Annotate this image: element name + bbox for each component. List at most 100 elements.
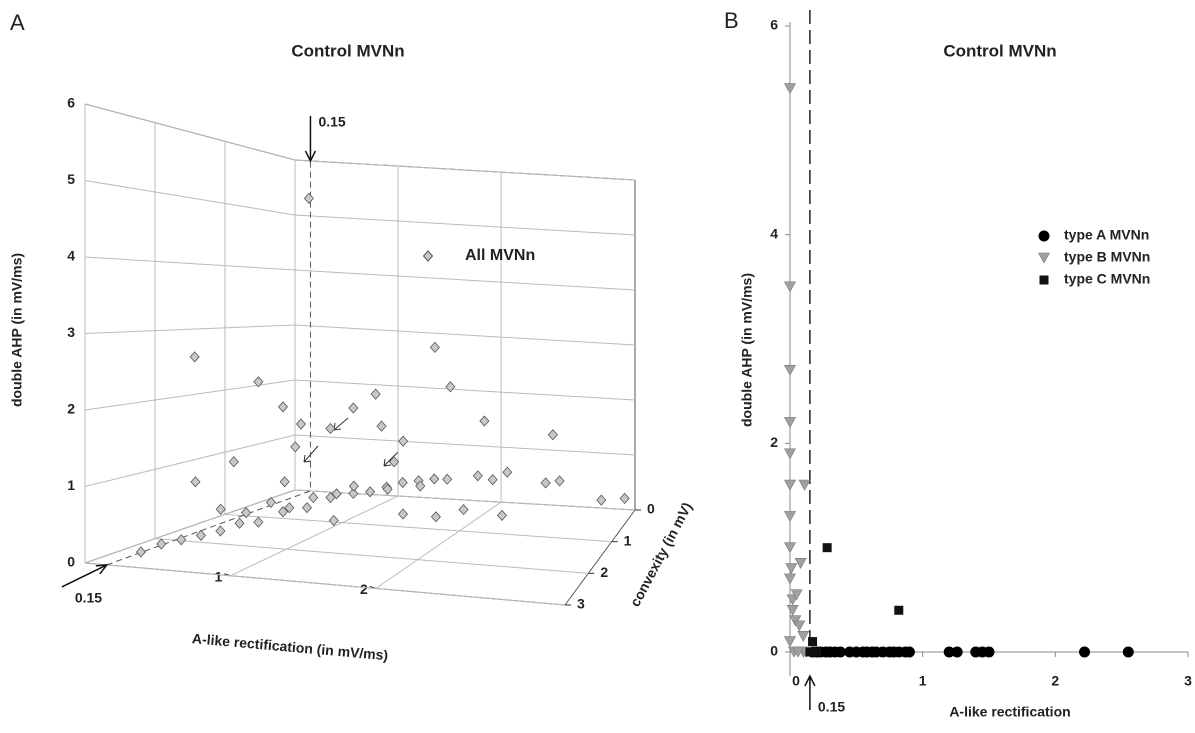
x-tick-label: 2 — [1051, 673, 1059, 689]
z-tick-label: 0 — [67, 554, 75, 570]
threshold-label: 0.15 — [818, 699, 845, 715]
point — [277, 401, 289, 413]
grid-line — [154, 538, 589, 574]
y-tick-label: 0 — [770, 643, 778, 659]
point — [189, 351, 200, 363]
point — [797, 631, 810, 642]
chart-title: Control MVNn — [291, 41, 404, 60]
point — [554, 475, 565, 487]
point — [894, 605, 904, 615]
x-tick-label: 0 — [792, 673, 800, 689]
z-tick-label: 4 — [67, 248, 75, 264]
point — [348, 480, 359, 492]
point — [241, 507, 252, 519]
point — [430, 511, 441, 523]
point — [783, 479, 797, 491]
point — [547, 429, 558, 441]
threshold-arrow — [61, 564, 109, 588]
legend-label: type A MVNn — [1064, 227, 1149, 243]
point — [951, 646, 963, 658]
y-axis-label: double AHP (in mV/ms) — [739, 273, 755, 427]
grid-line — [84, 379, 296, 411]
point — [458, 503, 469, 516]
point — [983, 646, 995, 658]
point — [156, 538, 167, 550]
z-tick-label: 6 — [67, 95, 75, 111]
grid-line — [84, 103, 296, 161]
point — [1079, 646, 1091, 658]
point — [783, 448, 797, 460]
x-tick-label: 3 — [1184, 673, 1192, 689]
point — [479, 415, 490, 427]
x-axis-label: A-like rectification — [949, 704, 1070, 720]
threshold-label: 0.15 — [318, 114, 345, 130]
point — [502, 466, 513, 478]
point — [783, 365, 797, 376]
point — [376, 420, 387, 432]
point — [783, 573, 797, 585]
y-tick-label: 2 — [770, 434, 778, 450]
point — [253, 376, 264, 388]
point — [308, 491, 319, 504]
threshold-arrow — [304, 115, 317, 163]
y-tick-label: 0 — [647, 501, 655, 517]
point — [348, 402, 359, 414]
point — [822, 543, 832, 553]
point — [176, 534, 187, 546]
point — [783, 542, 797, 554]
grid-line — [294, 159, 636, 181]
panel-letter: A — [10, 10, 25, 35]
grid-line — [230, 495, 399, 577]
point — [783, 417, 797, 429]
point — [785, 563, 798, 575]
legend-marker — [1037, 252, 1051, 264]
x-tick-label: 1 — [215, 568, 223, 584]
point — [540, 477, 551, 489]
point — [783, 636, 797, 648]
point — [429, 473, 440, 485]
point — [786, 604, 799, 616]
point — [397, 476, 408, 489]
point — [284, 502, 295, 514]
point — [135, 546, 146, 558]
point — [215, 503, 226, 515]
point — [295, 418, 307, 430]
point — [834, 646, 846, 658]
legend-marker — [422, 250, 434, 262]
point — [783, 511, 797, 522]
point — [487, 474, 498, 486]
point — [370, 388, 381, 400]
legend-label: type B MVNn — [1064, 249, 1150, 265]
point — [472, 470, 483, 482]
z-tick-label: 5 — [67, 171, 75, 187]
z-tick-label: 1 — [67, 477, 75, 493]
threshold-arrow — [804, 674, 816, 710]
point — [790, 589, 803, 601]
point — [301, 502, 313, 514]
z-tick-label: 2 — [67, 401, 75, 417]
point — [429, 341, 440, 353]
x-axis-label: A-like rectification (in mV/ms) — [191, 630, 388, 663]
point — [365, 486, 376, 498]
threshold-line — [106, 160, 311, 566]
grid-line — [294, 434, 636, 456]
grid-line — [224, 513, 612, 543]
point — [348, 487, 359, 500]
chart-title: Control MVNn — [943, 41, 1056, 60]
point — [791, 646, 804, 658]
point — [303, 192, 314, 204]
grid-line — [294, 324, 636, 346]
grid-line — [84, 180, 296, 216]
point — [496, 509, 508, 521]
point — [397, 508, 409, 520]
point — [277, 506, 289, 518]
point — [389, 456, 400, 468]
y-axis-label: convexity (in mV) — [627, 499, 696, 609]
point — [415, 480, 426, 492]
point — [903, 646, 915, 658]
point — [943, 646, 955, 658]
y-tick-label: 2 — [600, 564, 608, 580]
point — [783, 83, 797, 95]
